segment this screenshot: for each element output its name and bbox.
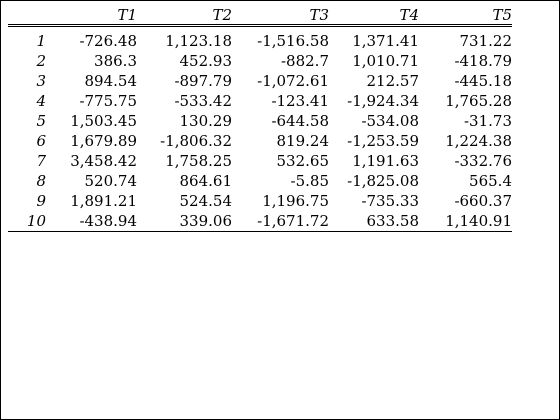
table-row: 10 -438.94 339.06 -1,671.72 633.58 1,140… [8,211,512,232]
row-index: 8 [36,172,46,190]
table-cell: 1,123.18 [165,32,232,50]
table-cell: -660.37 [454,192,512,210]
table-row: 7 3,458.42 1,758.25 532.65 1,191.63 -332… [8,151,512,171]
table-cell: -735.33 [361,192,419,210]
table-cell: -533.42 [174,92,232,110]
table-cell: -1,516.58 [257,32,329,50]
table-cell: -534.08 [361,112,419,130]
table-cell: -445.18 [454,72,512,90]
table-cell: 894.54 [84,72,138,90]
table-cell: 1,224.38 [445,132,512,150]
table-row: 2 386.3 452.93 -882.7 1,010.71 -418.79 [8,51,512,71]
table-cell: 819.24 [276,132,330,150]
table-cell: -123.41 [271,92,329,110]
table-cell: 520.74 [84,172,138,190]
header-t3: T3 [232,6,329,27]
table-cell: 130.29 [179,112,233,130]
table-cell: 524.54 [179,192,233,210]
row-index: 4 [36,92,46,110]
table-cell: -1,253.59 [347,132,419,150]
header-t5: T5 [419,6,512,27]
table-body: 1 -726.48 1,123.18 -1,516.58 1,371.41 73… [8,26,512,232]
table-cell: 1,010.71 [352,52,419,70]
table-cell: -1,671.72 [232,211,329,232]
table-cell: -1,825.08 [347,172,419,190]
table-cell: 452.93 [179,52,233,70]
row-index: 1 [36,32,46,50]
row-index: 5 [36,112,46,130]
row-index: 2 [36,52,46,70]
row-index: 10 [8,211,50,232]
table-cell: -332.76 [454,152,512,170]
row-index: 3 [36,72,46,90]
table-cell: 731.22 [459,32,513,50]
table-cell: -882.7 [280,52,329,70]
header-row: T1 T2 T3 T4 T5 [8,6,512,27]
table-cell: 565.4 [469,172,512,190]
table-header: T1 T2 T3 T4 T5 [8,6,512,27]
data-table: T1 T2 T3 T4 T5 1 -726.48 1,123.18 -1,516… [8,6,512,232]
table-row: 1 -726.48 1,123.18 -1,516.58 1,371.41 73… [8,26,512,52]
table-cell: -438.94 [50,211,137,232]
table-cell: 1,765.28 [445,92,512,110]
table-row: 4 -775.75 -533.42 -123.41 -1,924.34 1,76… [8,91,512,111]
table-row: 6 1,679.89 -1,806.32 819.24 -1,253.59 1,… [8,131,512,151]
table-cell: -1,072.61 [257,72,329,90]
table-cell: 1,503.45 [70,112,137,130]
header-t1: T1 [50,6,137,27]
table-cell: -726.48 [79,32,137,50]
table-cell: -897.79 [174,72,232,90]
table-cell: -644.58 [271,112,329,130]
table-cell: 212.57 [366,72,420,90]
row-index: 7 [36,152,46,170]
table-row: 5 1,503.45 130.29 -644.58 -534.08 -31.73 [8,111,512,131]
table-cell: 386.3 [94,52,137,70]
table-cell: 1,679.89 [70,132,137,150]
header-t2: T2 [137,6,232,27]
table-cell: 1,140.91 [419,211,512,232]
table-cell: 1,371.41 [352,32,419,50]
table-cell: -1,806.32 [160,132,232,150]
table-cell: -1,924.34 [347,92,419,110]
table-cell: -418.79 [454,52,512,70]
table-cell: -775.75 [79,92,137,110]
table-cell: 3,458.42 [70,152,137,170]
table-cell: 633.58 [329,211,419,232]
table-cell: 339.06 [137,211,232,232]
table-cell: 1,758.25 [165,152,232,170]
table-cell: 864.61 [179,172,233,190]
table-row: 9 1,891.21 524.54 1,196.75 -735.33 -660.… [8,191,512,211]
header-index [8,6,50,27]
table-cell: 1,191.63 [352,152,419,170]
row-index: 9 [36,192,46,210]
table-cell: 532.65 [276,152,330,170]
table-cell: -5.85 [290,172,329,190]
table-row: 3 894.54 -897.79 -1,072.61 212.57 -445.1… [8,71,512,91]
table-cell: -31.73 [463,112,512,130]
table-row: 8 520.74 864.61 -5.85 -1,825.08 565.4 [8,171,512,191]
table-cell: 1,891.21 [70,192,137,210]
header-t4: T4 [329,6,419,27]
row-index: 6 [36,132,46,150]
table-cell: 1,196.75 [262,192,329,210]
